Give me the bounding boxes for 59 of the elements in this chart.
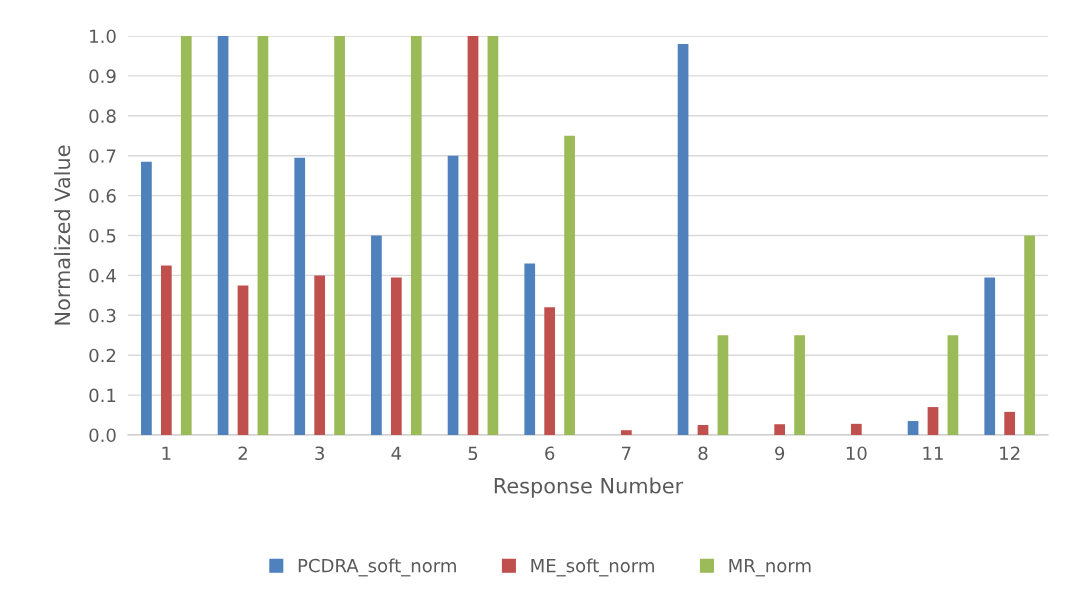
- x-tick-label: 8: [698, 446, 708, 461]
- legend-label: ME_soft_norm: [531, 558, 654, 577]
- bar: [544, 307, 556, 435]
- bar: [294, 157, 306, 435]
- y-tick-label: 0.7: [89, 149, 116, 163]
- bar: [410, 36, 422, 435]
- bar: [697, 425, 709, 435]
- bar: [1024, 235, 1035, 435]
- bar: [794, 335, 805, 435]
- bar: [677, 43, 689, 435]
- y-tick-label: 0.2: [89, 348, 116, 363]
- bar: [717, 335, 729, 435]
- bar: [927, 407, 939, 435]
- x-tick-label: 12: [1000, 446, 1020, 460]
- y-tick-label: 0.0: [89, 428, 116, 443]
- bar: [371, 235, 382, 435]
- bar: [850, 423, 862, 435]
- y-tick-label: 0.5: [89, 228, 116, 243]
- bar: [620, 430, 632, 435]
- legend-label: PCDRA_soft_norm: [298, 558, 456, 577]
- bar: [160, 265, 172, 435]
- bar: [564, 135, 575, 435]
- bar: [1004, 411, 1016, 435]
- y-axis-title: Normalized Value: [54, 145, 71, 325]
- x-tick-label: 6: [545, 446, 555, 461]
- y-tick-label: 0.6: [89, 189, 116, 203]
- x-tick-label: 4: [391, 446, 402, 460]
- x-tick-label: 3: [315, 446, 324, 461]
- bar: [447, 155, 459, 435]
- y-tick-label: 0.8: [89, 109, 116, 123]
- legend-label: MR_norm: [729, 559, 811, 577]
- x-tick-label: 9: [775, 446, 785, 461]
- x-tick-label: 2: [238, 446, 247, 460]
- x-axis-title: Response Number: [494, 477, 684, 498]
- bar: [947, 335, 959, 435]
- x-tick-label: 7: [622, 446, 631, 460]
- x-tick-label: 11: [923, 446, 943, 460]
- bar: [217, 36, 229, 435]
- x-tick-label: 1: [162, 446, 171, 460]
- bar: [524, 263, 536, 435]
- bar: [467, 36, 479, 435]
- y-tick-label: 0.4: [89, 268, 116, 283]
- y-tick-label: 1.0: [90, 29, 116, 44]
- bar: [180, 36, 192, 435]
- bar: [237, 285, 249, 435]
- bar: [257, 36, 269, 435]
- bar: [774, 424, 786, 435]
- y-tick-label: 0.3: [89, 308, 116, 323]
- bar: [390, 277, 402, 435]
- bar: [334, 36, 345, 435]
- bar: [487, 36, 499, 435]
- y-tick-label: 0.1: [89, 388, 116, 403]
- bar: [314, 275, 326, 435]
- y-tick-label: 0.9: [89, 69, 116, 84]
- bar: [141, 161, 152, 435]
- x-tick-label: 5: [468, 446, 478, 461]
- bar: [907, 421, 919, 435]
- bar: [984, 277, 996, 435]
- x-tick-label: 10: [846, 446, 867, 461]
